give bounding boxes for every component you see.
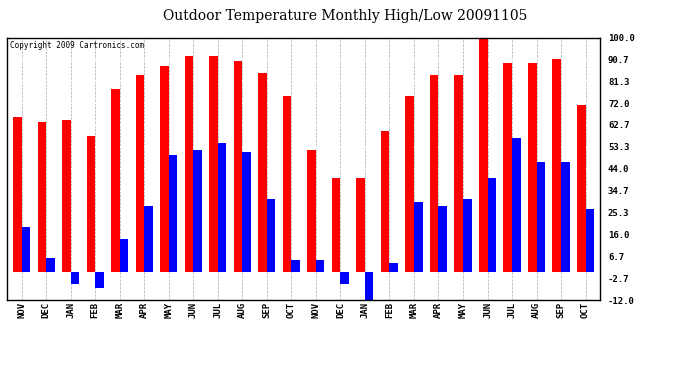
Bar — [389, 262, 398, 272]
Bar — [111, 89, 119, 272]
Bar — [577, 105, 586, 272]
Bar — [144, 206, 152, 272]
Bar — [160, 66, 169, 272]
Bar — [316, 260, 324, 272]
Bar — [332, 178, 340, 272]
Bar — [365, 272, 373, 300]
Bar — [46, 258, 55, 272]
Bar — [488, 178, 496, 272]
Bar — [504, 63, 512, 272]
Bar — [430, 75, 438, 272]
Bar — [537, 162, 545, 272]
Bar — [307, 150, 316, 272]
Bar — [119, 239, 128, 272]
Bar — [405, 96, 414, 272]
Bar — [463, 199, 471, 272]
Bar — [62, 120, 70, 272]
Bar — [86, 136, 95, 272]
Bar — [479, 38, 488, 272]
Bar — [414, 201, 422, 272]
Bar — [561, 162, 570, 272]
Bar — [512, 138, 521, 272]
Bar — [455, 75, 463, 272]
Bar — [438, 206, 447, 272]
Bar — [95, 272, 104, 288]
Bar — [169, 154, 177, 272]
Bar — [234, 61, 242, 272]
Bar — [37, 122, 46, 272]
Bar — [356, 178, 365, 272]
Bar — [70, 272, 79, 284]
Bar — [21, 227, 30, 272]
Bar — [267, 199, 275, 272]
Bar — [586, 209, 594, 272]
Bar — [185, 56, 193, 272]
Bar — [13, 117, 21, 272]
Text: Copyright 2009 Cartronics.com: Copyright 2009 Cartronics.com — [10, 42, 144, 51]
Bar — [193, 150, 202, 272]
Text: Outdoor Temperature Monthly High/Low 20091105: Outdoor Temperature Monthly High/Low 200… — [163, 9, 527, 23]
Bar — [528, 63, 537, 272]
Bar — [340, 272, 349, 284]
Bar — [209, 56, 218, 272]
Bar — [242, 152, 251, 272]
Bar — [258, 73, 267, 272]
Bar — [553, 58, 561, 272]
Bar — [291, 260, 300, 272]
Bar — [283, 96, 291, 272]
Bar — [381, 131, 389, 272]
Bar — [218, 143, 226, 272]
Bar — [136, 75, 144, 272]
